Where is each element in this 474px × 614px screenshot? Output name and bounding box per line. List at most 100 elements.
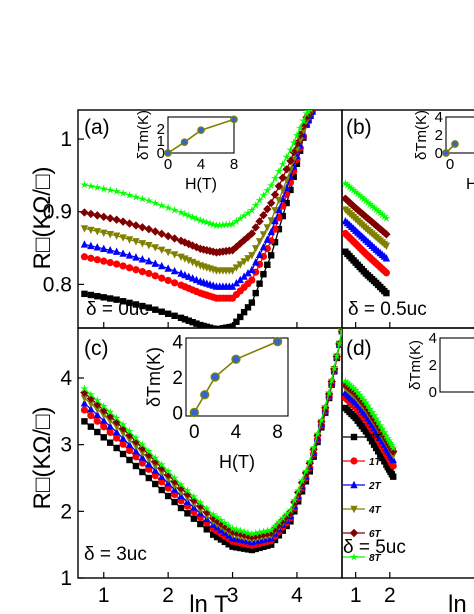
series-point-2T	[100, 416, 108, 424]
series-point-6T	[247, 229, 257, 238]
series-point-0T	[233, 544, 240, 551]
series-point-8T	[247, 205, 257, 214]
series-point-2T	[132, 253, 140, 261]
series-point-8T	[297, 476, 307, 485]
series-point-2T	[382, 254, 391, 262]
series-point-8T	[125, 426, 134, 435]
series-point-8T	[389, 443, 398, 452]
series-point-8T	[286, 505, 295, 514]
series-point-8T	[80, 180, 89, 189]
series-point-6T	[255, 217, 264, 226]
series-point-2T	[80, 399, 89, 407]
series-point-8T	[380, 428, 389, 437]
series-point-8T	[251, 528, 260, 537]
series-point-8T	[353, 189, 362, 198]
series-point-0T	[226, 323, 233, 328]
series-point-8T	[270, 521, 280, 530]
series-point-2T	[252, 258, 260, 266]
series-point-0T	[132, 301, 140, 308]
series-point-0T	[210, 325, 217, 328]
series-point-1T	[145, 465, 153, 473]
series-point-0T	[390, 473, 397, 480]
series-point-8T	[266, 525, 276, 534]
series-point-0T	[225, 541, 232, 548]
series-point-2T	[138, 453, 147, 461]
series-point-8T	[202, 218, 211, 227]
series-point-2T	[192, 275, 201, 284]
series-point-6T	[274, 520, 284, 529]
series-point-0T	[366, 434, 374, 442]
series-point-8T	[332, 351, 342, 360]
inset-xtick-label: 0	[164, 156, 172, 173]
series-point-0T	[260, 271, 267, 278]
inset-xtick-label: 4	[197, 156, 205, 173]
series-point-6T	[80, 208, 89, 217]
inset-ytick-label: 2	[435, 127, 443, 144]
series-point-4T	[164, 475, 172, 484]
series-point-0T	[377, 451, 384, 458]
series-point-2T	[125, 440, 134, 448]
series-point-8T	[255, 528, 264, 536]
series-point-8T	[355, 390, 364, 399]
series-point-4T	[232, 264, 241, 272]
series-point-8T	[327, 376, 336, 384]
series-point-0T	[126, 299, 133, 307]
inset-xtick-label: 8	[272, 422, 283, 443]
series-point-6T	[157, 463, 166, 473]
series-point-8T	[106, 185, 115, 194]
series-point-8T	[359, 194, 369, 203]
series-point-0T	[275, 225, 283, 233]
series-point-8T	[309, 110, 315, 111]
xtick-label: 2	[162, 584, 174, 607]
legend-marker-2T	[350, 480, 358, 489]
series-point-1T	[138, 268, 146, 276]
series-point-4T	[106, 417, 114, 426]
series-point-0T	[244, 546, 252, 553]
legend-marker-8T	[349, 552, 359, 561]
inset: 024 0 δTm(K) H	[413, 109, 474, 193]
series-point-1T	[87, 412, 95, 420]
inset-xtick-label: 4	[231, 422, 242, 443]
series-point-0T	[279, 527, 286, 534]
annotation-d: δ = 5uc	[343, 537, 406, 558]
inset-frame	[439, 337, 474, 393]
series-point-2T	[106, 422, 114, 430]
series-point-0T	[203, 323, 210, 328]
series-point-8T	[106, 407, 115, 416]
series-point-4T	[132, 443, 140, 451]
series-point-4T	[87, 226, 95, 235]
series-point-2T	[125, 251, 134, 259]
series-point-8T	[363, 401, 373, 410]
series-point-6T	[157, 229, 166, 239]
series-point-8T	[215, 220, 224, 229]
series-point-6T	[131, 221, 141, 230]
series-point-0T	[364, 431, 372, 438]
series-point-0T	[260, 543, 267, 550]
inset-ytick-label: 2	[172, 368, 183, 389]
legend-label-4T: 4T	[368, 505, 382, 516]
legend-label-8T: 8T	[369, 553, 382, 564]
series-point-6T	[310, 101, 318, 109]
series-point-8T	[228, 219, 237, 228]
series-point-0T	[203, 526, 210, 533]
series-point-8T	[263, 526, 272, 535]
series-point-0T	[189, 318, 196, 326]
series-point-1T	[100, 257, 108, 265]
series-point-8T	[371, 205, 381, 214]
inset-ytick-label: 0	[172, 403, 183, 424]
series-point-1T	[151, 472, 159, 480]
inset-ytick-label: 4	[172, 333, 183, 354]
inset-point	[189, 407, 199, 418]
series-point-2T	[267, 227, 275, 236]
series-point-1T	[313, 99, 320, 106]
series-point-6T	[93, 211, 102, 220]
series-point-0T	[216, 325, 223, 328]
ylabel-bottom: R□(KΩ/□)	[29, 407, 56, 510]
inset-frame	[445, 116, 474, 154]
series-point-8T	[367, 201, 377, 210]
series-point-8T	[176, 480, 186, 489]
ylabel-top-group: R□(KΩ/□)	[29, 167, 56, 270]
series-point-2T	[145, 256, 153, 265]
series-point-8T	[216, 515, 226, 524]
